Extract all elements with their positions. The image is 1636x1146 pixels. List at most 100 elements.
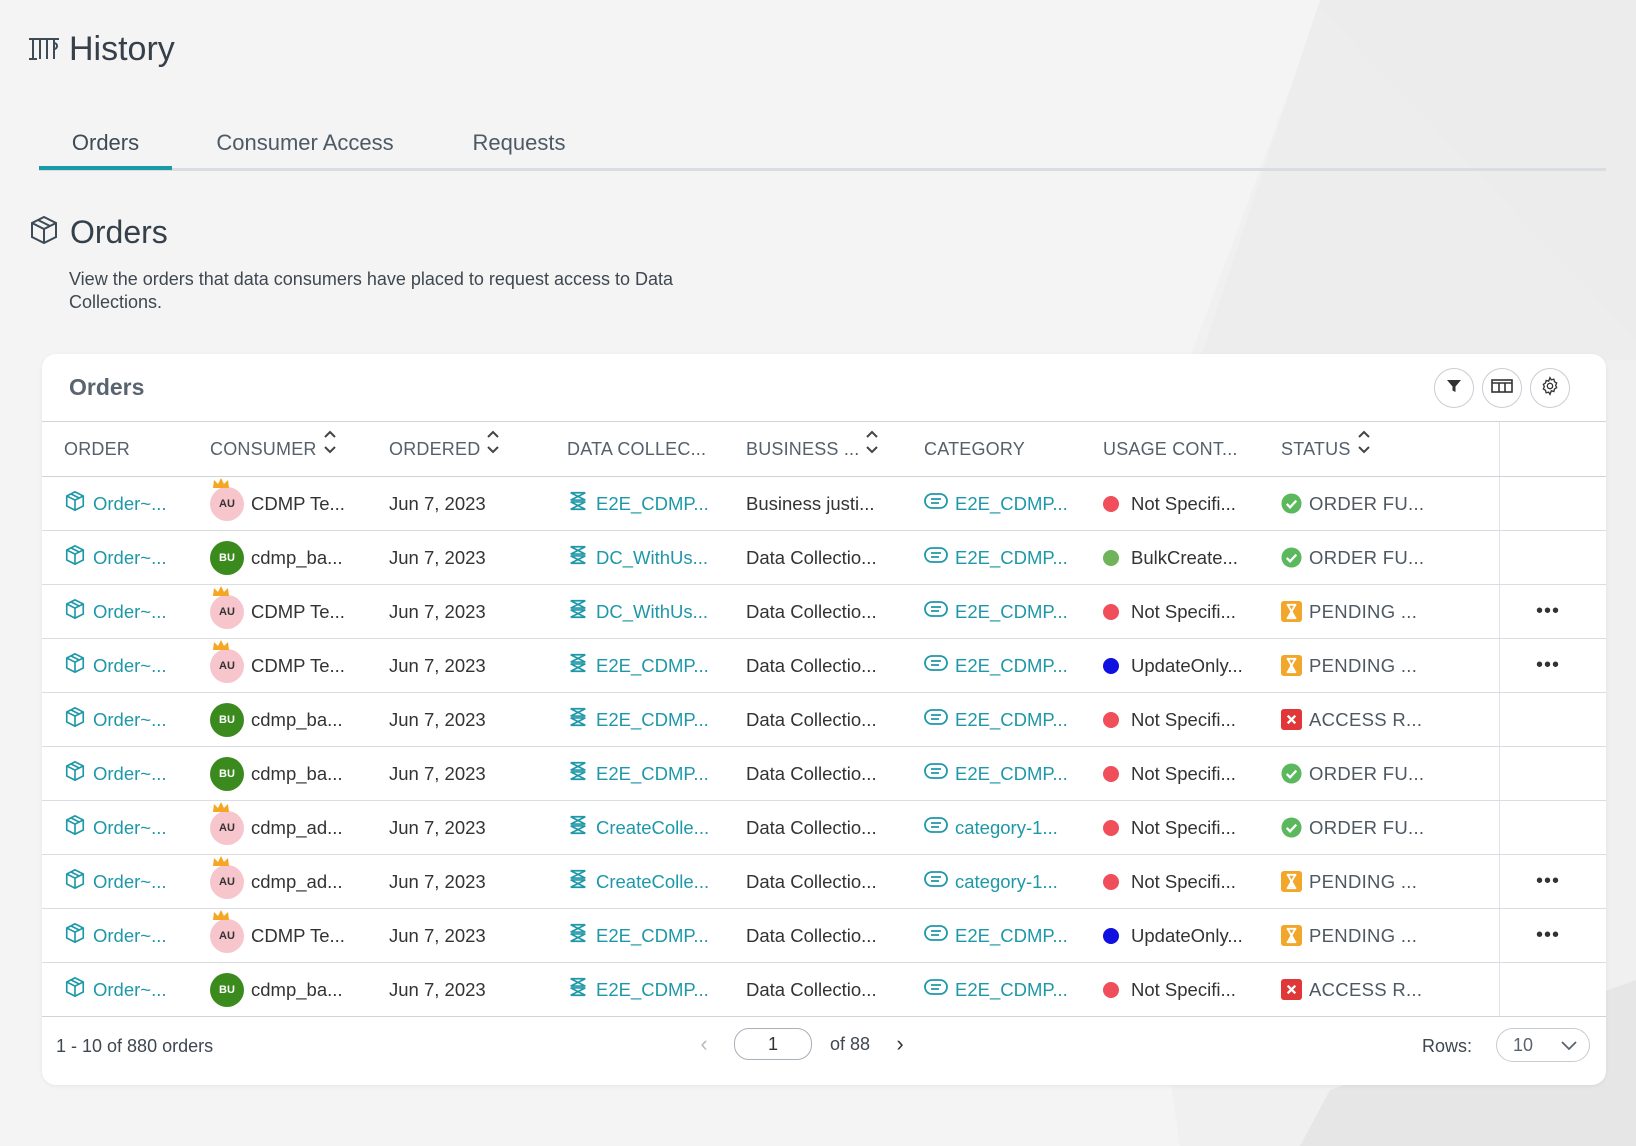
status-text: PENDING ... <box>1309 924 1418 946</box>
chevron-down-icon <box>1561 1035 1577 1056</box>
table-header: ORDER CONSUMER ORDERED DATA COLLEC... BUSINE… <box>42 421 1606 477</box>
filter-button[interactable] <box>1434 368 1474 408</box>
table-row: Order~... AU cdmp_ad... Jun 7, 2023 CreateCo… <box>42 855 1606 909</box>
data-collection-link[interactable]: CreateColle... <box>567 855 709 908</box>
usage-context: Not Specifi... <box>1103 963 1236 1016</box>
section-title: Orders <box>70 214 168 250</box>
consumer-cell: AU CDMP Te... <box>210 585 345 638</box>
tab-consumer-access[interactable]: Consumer Access <box>216 130 394 155</box>
order-link[interactable]: Order~... <box>64 531 167 584</box>
usage-text: Not Specifi... <box>1131 492 1236 514</box>
package-icon <box>64 976 86 1003</box>
data-collection-icon <box>567 706 589 733</box>
more-actions-icon[interactable]: ••• <box>1536 600 1561 622</box>
column-header[interactable]: STATUS <box>1281 422 1371 476</box>
category-name: E2E_CDMP... <box>955 924 1068 946</box>
data-collection-link[interactable]: E2E_CDMP... <box>567 909 709 962</box>
status-badge: ACCESS R... <box>1281 963 1422 1016</box>
rows-per-page-select[interactable]: 10 <box>1496 1028 1590 1062</box>
category-link[interactable]: E2E_CDMP... <box>924 531 1068 584</box>
business-justification: Data Collectio... <box>746 870 877 892</box>
filter-icon <box>1446 378 1462 399</box>
data-collection-link[interactable]: DC_WithUs... <box>567 585 708 638</box>
order-link[interactable]: Order~... <box>64 909 167 962</box>
usage-context: BulkCreate... <box>1103 531 1238 584</box>
usage-context: Not Specifi... <box>1103 801 1236 854</box>
consumer-cell: AU CDMP Te... <box>210 477 345 530</box>
prev-page-icon[interactable]: ‹ <box>700 1031 708 1056</box>
settings-button[interactable] <box>1530 368 1570 408</box>
more-actions-icon[interactable]: ••• <box>1536 870 1561 892</box>
business-justification: Data Collectio... <box>746 654 877 676</box>
data-collection-link[interactable]: E2E_CDMP... <box>567 747 709 800</box>
order-link[interactable]: Order~... <box>64 801 167 854</box>
usage-context: UpdateOnly... <box>1103 639 1243 692</box>
category-link[interactable]: E2E_CDMP... <box>924 963 1068 1016</box>
data-collection-name: E2E_CDMP... <box>596 708 709 730</box>
status-text: ACCESS R... <box>1309 708 1423 730</box>
sort-icon[interactable] <box>865 422 879 476</box>
order-link[interactable]: Order~... <box>64 477 167 530</box>
column-header: ORDER <box>64 422 130 476</box>
data-collection-name: DC_WithUs... <box>596 600 709 622</box>
avatar-initials: AU <box>219 605 235 618</box>
category-link[interactable]: E2E_CDMP... <box>924 693 1068 746</box>
data-collection-link[interactable]: E2E_CDMP... <box>567 693 709 746</box>
usage-status-dot <box>1103 549 1119 566</box>
check-circle-icon <box>1281 763 1302 784</box>
check-circle-icon <box>1281 817 1302 838</box>
page-header: History <box>27 30 175 69</box>
data-collection-name: E2E_CDMP... <box>596 654 709 676</box>
package-icon <box>64 922 86 949</box>
data-collection-link[interactable]: E2E_CDMP... <box>567 477 709 530</box>
category-link[interactable]: E2E_CDMP... <box>924 585 1068 638</box>
column-header[interactable]: CONSUMER <box>210 422 337 476</box>
next-page-icon[interactable]: › <box>896 1031 904 1056</box>
data-collection-link[interactable]: E2E_CDMP... <box>567 639 709 692</box>
consumer-cell: AU CDMP Te... <box>210 639 345 692</box>
order-link[interactable]: Order~... <box>64 963 167 1016</box>
order-id: Order~... <box>93 600 167 622</box>
order-link[interactable]: Order~... <box>64 639 167 692</box>
columns-button[interactable] <box>1482 368 1522 408</box>
category-link[interactable]: E2E_CDMP... <box>924 909 1068 962</box>
order-id: Order~... <box>93 924 167 946</box>
tab-orders[interactable]: Orders <box>39 126 172 170</box>
page-total: of 88 <box>830 1033 871 1054</box>
column-separator <box>1499 747 1500 800</box>
pagination: ‹ of 88 › <box>692 1028 912 1060</box>
data-collection-link[interactable]: CreateColle... <box>567 801 709 854</box>
hourglass-icon <box>1281 925 1302 946</box>
business-justification: Data Collectio... <box>746 924 877 946</box>
category-link[interactable]: E2E_CDMP... <box>924 477 1068 530</box>
order-link[interactable]: Order~... <box>64 855 167 908</box>
tab-requests[interactable]: Requests <box>472 130 566 155</box>
data-collection-icon <box>567 814 589 841</box>
order-link[interactable]: Order~... <box>64 747 167 800</box>
column-header[interactable]: BUSINESS ... <box>746 422 879 476</box>
order-link[interactable]: Order~... <box>64 693 167 746</box>
more-actions-icon[interactable]: ••• <box>1536 654 1561 676</box>
package-icon <box>64 760 86 787</box>
order-link[interactable]: Order~... <box>64 585 167 638</box>
column-header[interactable]: ORDERED <box>389 422 500 476</box>
more-actions-icon[interactable]: ••• <box>1536 924 1561 946</box>
sort-icon[interactable] <box>486 422 500 476</box>
column-separator <box>1499 801 1500 854</box>
category-icon <box>924 708 948 731</box>
category-link[interactable]: category-1... <box>924 801 1058 854</box>
category-link[interactable]: category-1... <box>924 855 1058 908</box>
sort-icon[interactable] <box>323 422 337 476</box>
status-badge: ORDER FU... <box>1281 477 1424 530</box>
column-separator <box>1499 422 1500 476</box>
columns-history-icon <box>27 35 61 65</box>
category-icon <box>924 546 948 569</box>
page-number-input[interactable] <box>734 1028 812 1060</box>
status-text: ACCESS R... <box>1309 978 1423 1000</box>
data-collection-link[interactable]: DC_WithUs... <box>567 531 708 584</box>
sort-icon[interactable] <box>1357 422 1371 476</box>
category-link[interactable]: E2E_CDMP... <box>924 639 1068 692</box>
status-text: ORDER FU... <box>1309 546 1425 568</box>
data-collection-link[interactable]: E2E_CDMP... <box>567 963 709 1016</box>
category-link[interactable]: E2E_CDMP... <box>924 747 1068 800</box>
